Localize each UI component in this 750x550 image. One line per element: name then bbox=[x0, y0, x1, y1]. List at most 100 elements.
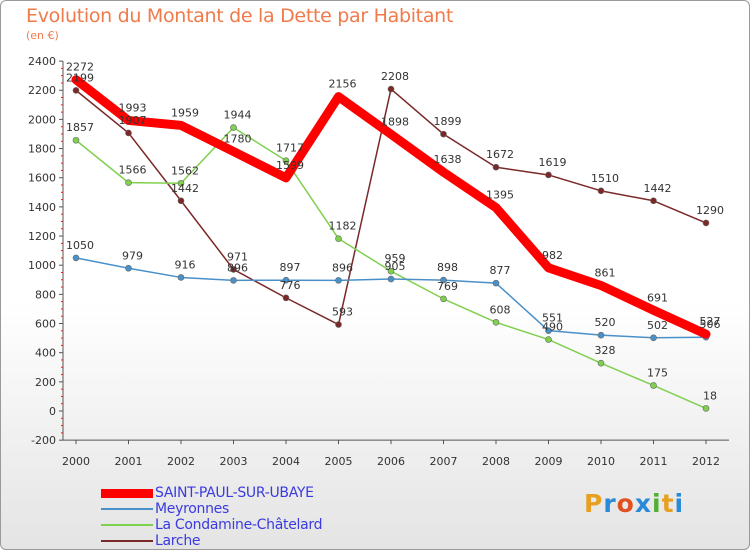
data-point bbox=[335, 93, 342, 100]
logo-letter: r bbox=[603, 489, 617, 518]
data-point bbox=[597, 282, 605, 289]
data-label: 608 bbox=[490, 303, 511, 316]
data-point bbox=[440, 295, 447, 303]
legend-label: Larche bbox=[155, 533, 201, 549]
data-point bbox=[650, 197, 657, 205]
logo-letter: P bbox=[584, 489, 604, 518]
data-point bbox=[702, 219, 710, 227]
data-point bbox=[177, 197, 185, 205]
y-tick-label: 1600 bbox=[28, 172, 56, 185]
legend-swatch bbox=[101, 488, 153, 498]
data-label: 896 bbox=[332, 261, 353, 274]
data-point bbox=[440, 130, 447, 138]
x-tick-label: 2006 bbox=[377, 455, 405, 468]
data-point bbox=[335, 277, 342, 284]
data-label: 551 bbox=[542, 312, 563, 325]
data-label: 959 bbox=[385, 252, 406, 265]
data-label: 502 bbox=[647, 319, 668, 332]
data-label: 898 bbox=[437, 261, 458, 274]
data-label: 982 bbox=[542, 249, 563, 262]
logo-letter: i bbox=[674, 489, 685, 518]
chart-title: Evolution du Montant de la Dette par Hab… bbox=[26, 5, 454, 27]
data-point bbox=[650, 334, 657, 342]
y-tick-label: 800 bbox=[35, 288, 56, 301]
data-point bbox=[282, 157, 290, 164]
data-label: 506 bbox=[700, 318, 721, 331]
data-point bbox=[492, 204, 500, 211]
x-tick-label: 2004 bbox=[272, 455, 300, 468]
y-tick-label: 1000 bbox=[28, 259, 56, 272]
proxiti-logo: Proxiti bbox=[584, 489, 684, 518]
x-tick-label: 2007 bbox=[430, 455, 458, 468]
data-point bbox=[545, 336, 552, 343]
data-label: 769 bbox=[437, 280, 458, 293]
x-tick-label: 2005 bbox=[325, 455, 353, 468]
data-point bbox=[702, 330, 710, 338]
legend-swatch bbox=[101, 540, 153, 542]
data-label: 897 bbox=[280, 261, 301, 274]
data-label: 18 bbox=[703, 389, 717, 402]
data-label: 1442 bbox=[644, 182, 672, 195]
data-point bbox=[125, 179, 132, 186]
data-label: 1562 bbox=[171, 164, 199, 177]
data-point bbox=[72, 136, 80, 144]
data-label: 1638 bbox=[434, 153, 462, 166]
data-label: 1780 bbox=[224, 132, 252, 145]
data-label: 1672 bbox=[486, 148, 514, 161]
data-point bbox=[545, 171, 552, 179]
data-label: 1907 bbox=[119, 114, 147, 127]
logo-letter: x bbox=[634, 489, 652, 518]
logo-letter: i bbox=[652, 489, 662, 518]
data-label: 1290 bbox=[696, 204, 724, 217]
data-point bbox=[702, 405, 710, 412]
data-label: 2272 bbox=[66, 61, 94, 74]
data-point bbox=[72, 254, 80, 262]
y-tick-label: 0 bbox=[49, 405, 56, 418]
data-label: 1857 bbox=[66, 121, 94, 134]
y-tick-label: 1200 bbox=[28, 230, 56, 243]
data-label: 776 bbox=[280, 279, 301, 292]
y-tick-label: 1800 bbox=[28, 143, 56, 156]
data-label: 490 bbox=[542, 321, 563, 334]
legend-label: SAINT-PAUL-SUR-UBAYE bbox=[155, 485, 314, 501]
data-point bbox=[282, 294, 290, 302]
legend-swatch bbox=[101, 508, 153, 510]
data-label: 1993 bbox=[119, 101, 147, 114]
data-label: 971 bbox=[227, 250, 248, 263]
data-point bbox=[387, 275, 395, 283]
data-label: 905 bbox=[385, 260, 406, 273]
data-point bbox=[230, 266, 237, 273]
data-point bbox=[125, 117, 132, 124]
data-label: 2156 bbox=[329, 78, 357, 91]
data-label: 175 bbox=[647, 366, 668, 379]
data-label: 1050 bbox=[66, 239, 94, 252]
x-tick-label: 2012 bbox=[692, 455, 720, 468]
x-tick-label: 2003 bbox=[220, 455, 248, 468]
data-point bbox=[177, 179, 185, 187]
data-label: 1899 bbox=[434, 115, 462, 128]
y-tick-label: 600 bbox=[35, 318, 56, 331]
data-label: 691 bbox=[647, 291, 668, 304]
data-label: 979 bbox=[122, 249, 143, 262]
data-point bbox=[177, 274, 185, 281]
data-label: 328 bbox=[595, 344, 616, 357]
y-tick-label: 2000 bbox=[28, 113, 56, 126]
data-label: 1944 bbox=[224, 109, 252, 122]
y-tick-label: -200 bbox=[31, 434, 56, 447]
data-label: 1182 bbox=[329, 220, 357, 233]
y-tick-label: 400 bbox=[35, 347, 56, 360]
data-label: 527 bbox=[700, 315, 721, 328]
data-label: 1717 bbox=[276, 142, 304, 155]
data-point bbox=[335, 321, 342, 328]
y-tick-label: 2200 bbox=[28, 84, 56, 97]
legend-swatch bbox=[101, 524, 153, 526]
data-point bbox=[597, 331, 605, 339]
data-point bbox=[177, 122, 185, 129]
data-label: 1599 bbox=[276, 159, 304, 172]
data-point bbox=[650, 382, 657, 389]
logo-letter: o bbox=[616, 489, 635, 518]
data-label: 1959 bbox=[171, 106, 199, 119]
logo-letter: t bbox=[661, 489, 675, 518]
